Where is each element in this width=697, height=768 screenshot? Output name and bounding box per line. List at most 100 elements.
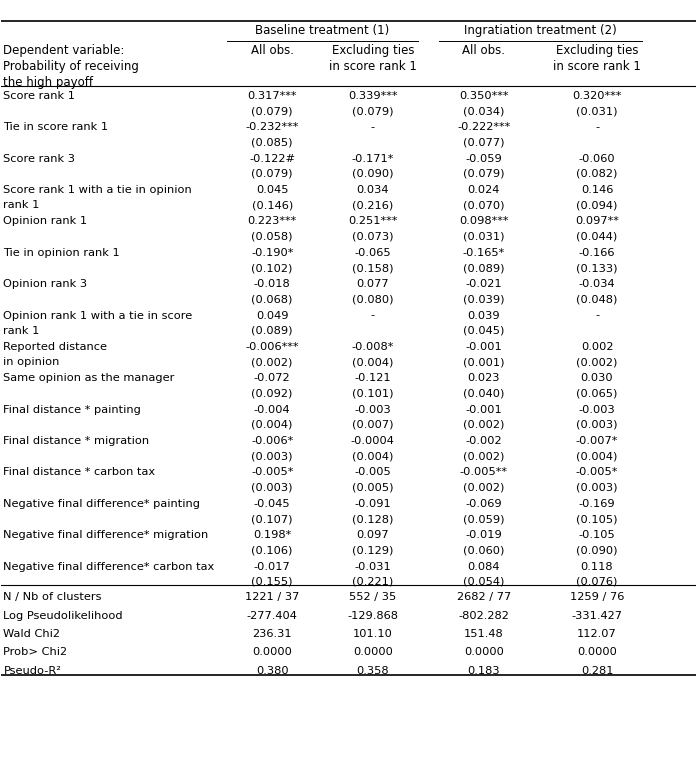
Text: (0.090): (0.090) — [352, 169, 394, 179]
Text: 0.380: 0.380 — [256, 666, 289, 676]
Text: Opinion rank 1: Opinion rank 1 — [3, 217, 88, 227]
Text: Opinion rank 3: Opinion rank 3 — [3, 279, 88, 290]
Text: (0.002): (0.002) — [252, 357, 293, 367]
Text: (0.031): (0.031) — [576, 106, 618, 116]
Text: 101.10: 101.10 — [353, 629, 392, 639]
Text: 0.049: 0.049 — [256, 310, 289, 320]
Text: -0.059: -0.059 — [466, 154, 503, 164]
Text: (0.002): (0.002) — [464, 452, 505, 462]
Text: -0.003: -0.003 — [579, 405, 615, 415]
Text: (0.216): (0.216) — [352, 200, 393, 210]
Text: (0.054): (0.054) — [464, 577, 505, 587]
Text: Final distance * painting: Final distance * painting — [3, 405, 141, 415]
Text: (0.040): (0.040) — [464, 389, 505, 399]
Text: (0.039): (0.039) — [463, 294, 505, 304]
Text: (0.002): (0.002) — [464, 483, 505, 493]
Text: -0.091: -0.091 — [354, 498, 391, 508]
Text: 0.098***: 0.098*** — [459, 217, 509, 227]
Text: 0.084: 0.084 — [468, 561, 500, 571]
Text: -0.018: -0.018 — [254, 279, 291, 290]
Text: (0.058): (0.058) — [252, 232, 293, 242]
Text: (0.079): (0.079) — [252, 106, 293, 116]
Text: 0.097**: 0.097** — [575, 217, 619, 227]
Text: (0.034): (0.034) — [464, 106, 505, 116]
Text: (0.089): (0.089) — [463, 263, 505, 273]
Text: -0.006***: -0.006*** — [245, 342, 299, 352]
Text: Final distance * migration: Final distance * migration — [3, 436, 150, 446]
Text: (0.105): (0.105) — [576, 514, 618, 524]
Text: (0.158): (0.158) — [352, 263, 394, 273]
Text: 0.045: 0.045 — [256, 185, 289, 195]
Text: Dependent variable:: Dependent variable: — [3, 45, 125, 58]
Text: Negative final difference* migration: Negative final difference* migration — [3, 530, 208, 540]
Text: in score rank 1: in score rank 1 — [329, 61, 417, 73]
Text: (0.101): (0.101) — [352, 389, 394, 399]
Text: Baseline treatment (1): Baseline treatment (1) — [255, 24, 390, 37]
Text: (0.090): (0.090) — [576, 545, 618, 555]
Text: (0.004): (0.004) — [352, 357, 394, 367]
Text: (0.031): (0.031) — [463, 232, 505, 242]
Text: -277.404: -277.404 — [247, 611, 298, 621]
Text: Probability of receiving: Probability of receiving — [3, 61, 139, 73]
Text: 0.317***: 0.317*** — [247, 91, 297, 101]
Text: 0.034: 0.034 — [357, 185, 389, 195]
Text: -: - — [595, 122, 599, 132]
Text: Prob> Chi2: Prob> Chi2 — [3, 647, 68, 657]
Text: All obs.: All obs. — [462, 45, 505, 58]
Text: 236.31: 236.31 — [252, 629, 292, 639]
Text: 552 / 35: 552 / 35 — [349, 592, 397, 602]
Text: 151.48: 151.48 — [464, 629, 504, 639]
Text: (0.107): (0.107) — [252, 514, 293, 524]
Text: -802.282: -802.282 — [459, 611, 510, 621]
Text: (0.068): (0.068) — [252, 294, 293, 304]
Text: -0.069: -0.069 — [466, 498, 502, 508]
Text: (0.004): (0.004) — [576, 452, 618, 462]
Text: 0.039: 0.039 — [468, 310, 500, 320]
Text: -0.006*: -0.006* — [251, 436, 293, 446]
Text: 0.097: 0.097 — [356, 530, 389, 540]
Text: Tie in score rank 1: Tie in score rank 1 — [3, 122, 109, 132]
Text: the high payoff: the high payoff — [3, 76, 93, 89]
Text: (0.003): (0.003) — [252, 483, 293, 493]
Text: (0.048): (0.048) — [576, 294, 618, 304]
Text: -0.165*: -0.165* — [463, 248, 505, 258]
Text: N / Nb of clusters: N / Nb of clusters — [3, 592, 102, 602]
Text: -0.045: -0.045 — [254, 498, 291, 508]
Text: (0.001): (0.001) — [463, 357, 505, 367]
Text: 0.183: 0.183 — [468, 666, 500, 676]
Text: 0.339***: 0.339*** — [348, 91, 397, 101]
Text: (0.155): (0.155) — [252, 577, 293, 587]
Text: Opinion rank 1 with a tie in score: Opinion rank 1 with a tie in score — [3, 310, 193, 320]
Text: -0.166: -0.166 — [579, 248, 615, 258]
Text: -: - — [595, 310, 599, 320]
Text: -0.121: -0.121 — [355, 373, 391, 383]
Text: (0.080): (0.080) — [352, 294, 394, 304]
Text: -0.001: -0.001 — [466, 405, 503, 415]
Text: -0.005**: -0.005** — [460, 468, 508, 478]
Text: (0.146): (0.146) — [252, 200, 293, 210]
Text: (0.092): (0.092) — [252, 389, 293, 399]
Text: (0.073): (0.073) — [352, 232, 394, 242]
Text: (0.065): (0.065) — [576, 389, 618, 399]
Text: rank 1: rank 1 — [3, 200, 40, 210]
Text: -: - — [371, 310, 375, 320]
Text: 0.320***: 0.320*** — [572, 91, 622, 101]
Text: -0.122#: -0.122# — [249, 154, 295, 164]
Text: 0.023: 0.023 — [468, 373, 500, 383]
Text: 0.350***: 0.350*** — [459, 91, 509, 101]
Text: -0.222***: -0.222*** — [457, 122, 510, 132]
Text: -0.005*: -0.005* — [251, 468, 293, 478]
Text: -0.072: -0.072 — [254, 373, 291, 383]
Text: -0.0004: -0.0004 — [351, 436, 395, 446]
Text: -0.031: -0.031 — [354, 561, 391, 571]
Text: -0.017: -0.017 — [254, 561, 291, 571]
Text: (0.079): (0.079) — [352, 106, 394, 116]
Text: 0.0000: 0.0000 — [577, 647, 617, 657]
Text: -0.001: -0.001 — [466, 342, 503, 352]
Text: Pseudo-R²: Pseudo-R² — [3, 666, 61, 676]
Text: (0.044): (0.044) — [576, 232, 618, 242]
Text: (0.003): (0.003) — [252, 452, 293, 462]
Text: 0.358: 0.358 — [356, 666, 389, 676]
Text: 1221 / 37: 1221 / 37 — [245, 592, 299, 602]
Text: 112.07: 112.07 — [577, 629, 617, 639]
